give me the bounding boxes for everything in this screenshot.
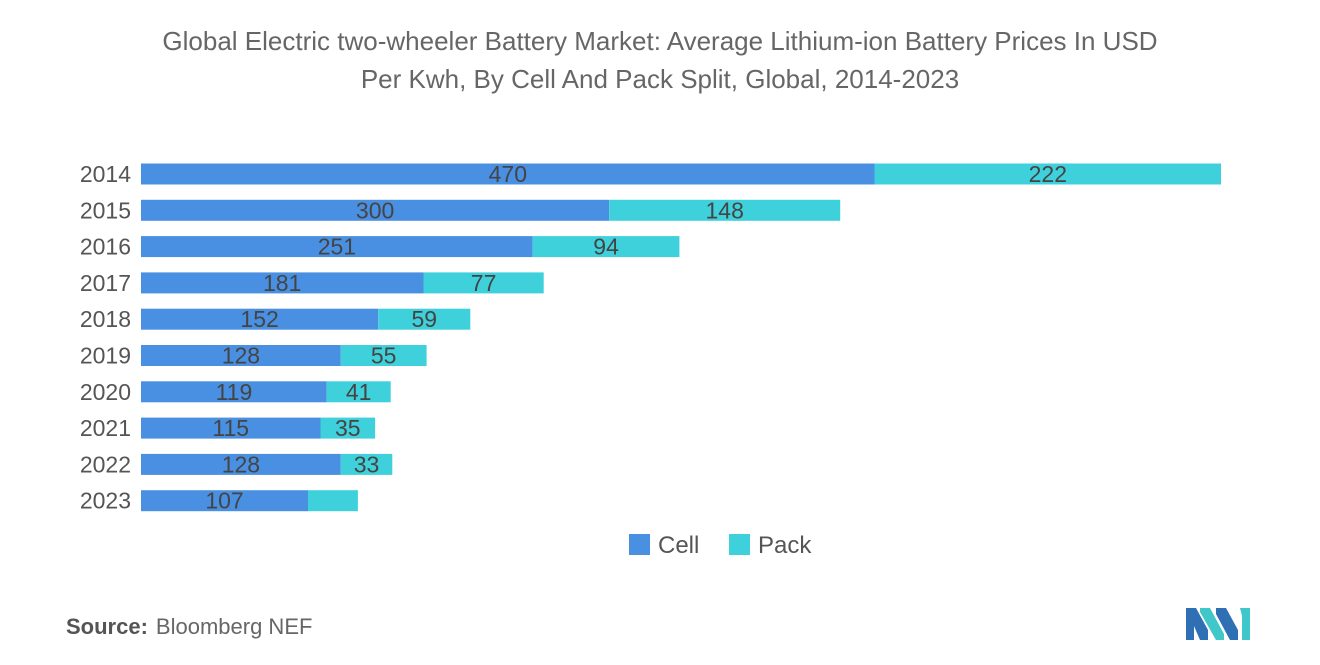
bar-cell-2017 [141, 272, 424, 294]
data-label-cell-2021: 115 [212, 415, 249, 441]
data-label-pack-2014: 222 [1029, 161, 1067, 187]
legend-swatch-cell [629, 534, 650, 555]
bar-pack-2015 [609, 199, 841, 221]
y-axis-label-2016: 2016 [80, 234, 131, 260]
bar-pack-2021 [320, 417, 376, 439]
source-text: Bloomberg NEF [155, 614, 313, 639]
data-label-pack-2019: 55 [371, 343, 397, 369]
chart-title: Global Electric two-wheeler Battery Mark… [40, 22, 1280, 98]
bar-pack-2017 [423, 272, 544, 294]
y-axis-label-2020: 2020 [80, 379, 131, 405]
source-label: Source: [66, 614, 148, 639]
data-label-pack-2018: 59 [412, 306, 438, 332]
data-label-cell-2019: 128 [222, 343, 260, 369]
data-label-cell-2016: 251 [318, 234, 356, 260]
bar-cell-2014 [141, 163, 875, 185]
bar-cell-2019 [141, 345, 341, 366]
data-label-cell-2014: 470 [489, 161, 527, 187]
data-label-cell-2018: 152 [240, 306, 278, 332]
bar-pack-2020 [326, 381, 391, 403]
bar-cell-2016 [141, 236, 533, 258]
bar-pack-2023 [308, 490, 358, 512]
y-axis-label-2019: 2019 [80, 343, 131, 369]
bar-cell-2023 [141, 490, 308, 512]
y-axis-label-2018: 2018 [80, 306, 131, 332]
data-label-cell-2017: 181 [263, 270, 301, 296]
y-axis-label-2017: 2017 [80, 270, 131, 296]
bar-cell-2021 [141, 417, 321, 439]
bar-pack-2016 [532, 236, 680, 258]
data-label-cell-2023: 107 [205, 488, 243, 514]
y-axis-label-2021: 2021 [80, 415, 131, 441]
stacked-bar-chart: 2014 470 222 2015 300 148 2016 251 94 2017 181 77 20… [80, 161, 1221, 559]
bar-pack-2022 [340, 453, 393, 475]
bar-pack-2019 [340, 345, 427, 366]
y-axis-label-2023: 2023 [80, 488, 131, 514]
data-label-cell-2020: 119 [216, 379, 253, 405]
chart-title-line-2: Per Kwh, By Cell And Pack Split, Global,… [360, 64, 960, 94]
legend-label-cell: Cell [658, 532, 699, 559]
bar-pack-2014 [874, 163, 1221, 185]
data-label-pack-2021: 35 [335, 415, 361, 441]
data-label-cell-2022: 128 [222, 451, 260, 477]
data-label-pack-2015: 148 [706, 197, 744, 223]
y-axis-label-2022: 2022 [80, 451, 131, 477]
data-label-pack-2022: 33 [354, 451, 380, 477]
data-label-cell-2015: 300 [356, 197, 394, 223]
data-label-pack-2020: 41 [346, 379, 372, 405]
bar-cell-2020 [141, 381, 327, 403]
bar-pack-2018 [378, 308, 471, 330]
legend-swatch-pack [729, 534, 750, 555]
brand-logo-icon [1186, 608, 1250, 640]
bar-cell-2022 [141, 453, 341, 475]
bar-cell-2018 [141, 308, 379, 330]
source-note: Source: Bloomberg NEF [66, 614, 312, 640]
chart-title-line-1: Global Electric two-wheeler Battery Mark… [162, 26, 1158, 56]
y-axis-label-2014: 2014 [80, 161, 131, 187]
data-label-pack-2016: 94 [593, 234, 619, 260]
y-axis-label-2015: 2015 [80, 197, 131, 223]
legend-label-pack: Pack [758, 532, 812, 559]
bar-cell-2015 [141, 199, 610, 221]
data-label-pack-2017: 77 [471, 270, 497, 296]
